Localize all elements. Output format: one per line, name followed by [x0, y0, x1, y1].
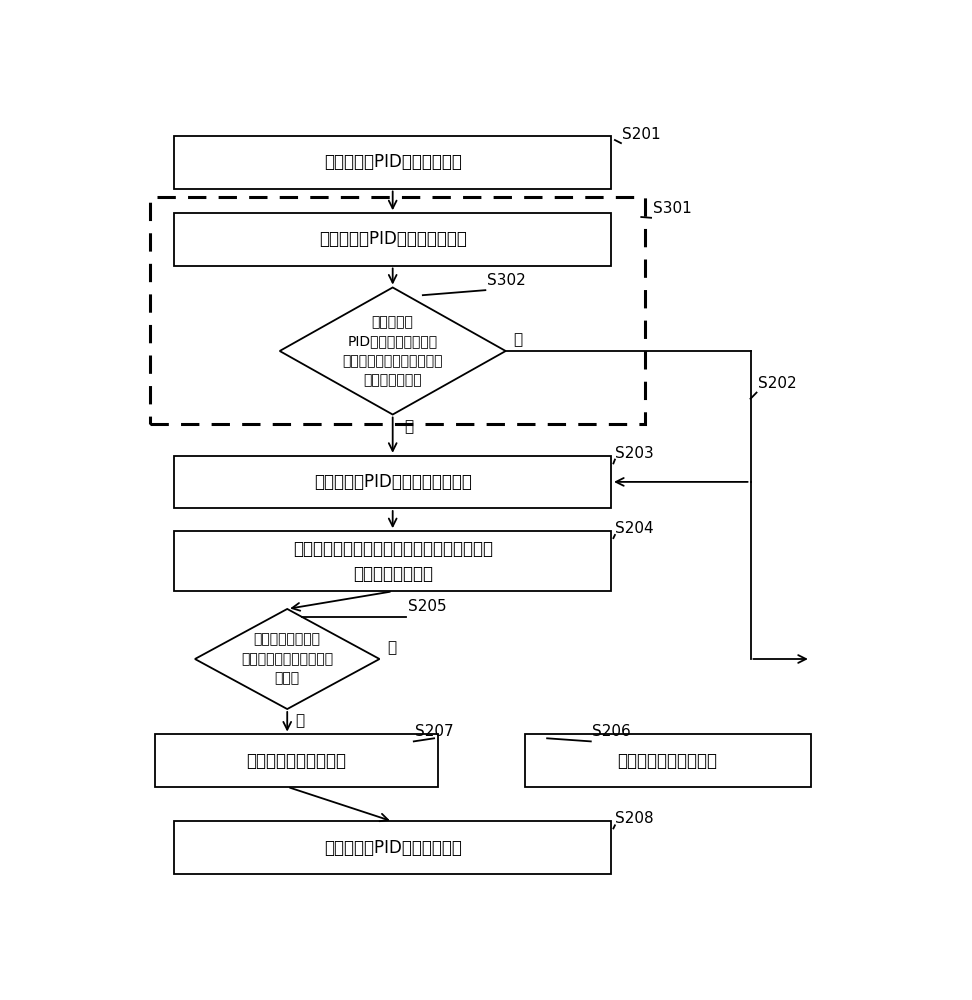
FancyBboxPatch shape: [174, 821, 611, 874]
Text: S205: S205: [408, 599, 446, 614]
Text: S203: S203: [615, 446, 653, 461]
Text: 控制器控制逆变器启动: 控制器控制逆变器启动: [247, 752, 347, 770]
FancyBboxPatch shape: [174, 531, 611, 591]
Text: S201: S201: [622, 127, 661, 142]
Text: 控制器判断电池板
的对地绝缘阻抗是否大于
预设值: 控制器判断电池板 的对地绝缘阻抗是否大于 预设值: [241, 633, 333, 686]
FancyBboxPatch shape: [174, 136, 611, 189]
Text: S206: S206: [592, 724, 631, 739]
FancyBboxPatch shape: [525, 734, 811, 787]
Text: 是: 是: [295, 713, 304, 728]
Text: 控制器报绝缘阻抗故障: 控制器报绝缘阻抗故障: [617, 752, 717, 770]
Text: 控制器控制检测电路的导通与关断，检测电池
板的对地绝缘阻抗: 控制器控制检测电路的导通与关断，检测电池 板的对地绝缘阻抗: [293, 540, 493, 583]
FancyBboxPatch shape: [156, 734, 437, 787]
Polygon shape: [280, 287, 505, 415]
Text: 是: 是: [404, 419, 413, 434]
Text: 控制器控制PID抑制电路导通: 控制器控制PID抑制电路导通: [324, 153, 462, 171]
Text: S204: S204: [615, 521, 653, 536]
Text: S207: S207: [415, 724, 454, 739]
Text: 控制器控制PID抑制电路导通: 控制器控制PID抑制电路导通: [324, 839, 462, 857]
Text: 控制器判断
PID抑制电路的阻值与
其实际阻值参数之间的差是
否小于预设差值: 控制器判断 PID抑制电路的阻值与 其实际阻值参数之间的差是 否小于预设差值: [342, 315, 443, 387]
Text: S208: S208: [615, 811, 653, 826]
Text: 否: 否: [513, 332, 522, 347]
FancyBboxPatch shape: [174, 213, 611, 266]
Polygon shape: [195, 609, 379, 709]
Text: S202: S202: [758, 376, 797, 391]
Text: S301: S301: [652, 201, 691, 216]
Text: 否: 否: [387, 640, 397, 655]
FancyBboxPatch shape: [174, 456, 611, 508]
Text: S302: S302: [487, 273, 526, 288]
Text: 控制器检测PID抑制电路的阻值: 控制器检测PID抑制电路的阻值: [319, 230, 467, 248]
Text: 控制器控制PID抑制电路断开连接: 控制器控制PID抑制电路断开连接: [314, 473, 471, 491]
